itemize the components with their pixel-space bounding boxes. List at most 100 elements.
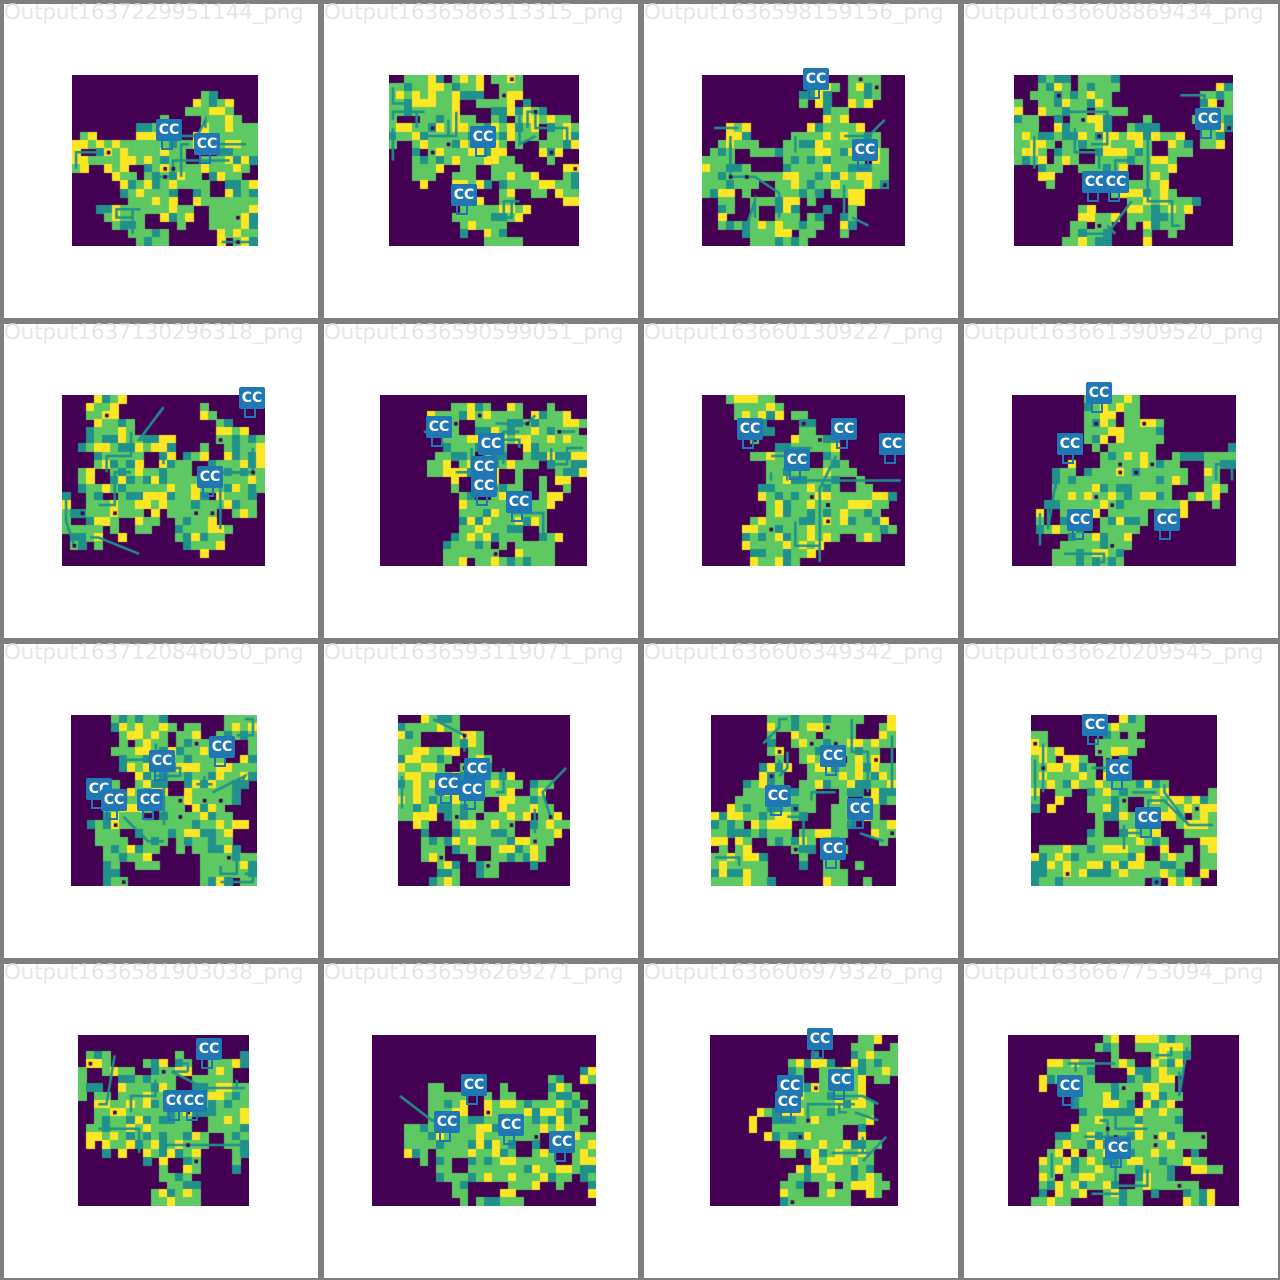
image-panel: CC CC Output1637130296318_png [4, 320, 318, 638]
level-map [710, 1035, 898, 1206]
cc-marker: CC [471, 475, 497, 497]
map-tiles [1012, 395, 1236, 566]
cc-marker: CC [471, 456, 497, 478]
panel-title: Output1636620209545_png [964, 640, 1264, 665]
level-map [72, 75, 258, 246]
level-map [1031, 715, 1217, 886]
map-tiles [78, 1035, 249, 1206]
image-panel: CC CC CC CC Output1636596269271_png [324, 960, 638, 1278]
cc-marker: CC [1057, 433, 1083, 455]
cc-marker: CC [478, 433, 504, 455]
image-panel: CC CC Output1637229951144_png [4, 0, 318, 318]
map-tiles [1008, 1035, 1239, 1206]
image-panel: CC CC Output1636598159156_png [644, 0, 958, 318]
cc-marker: CC [196, 1038, 222, 1060]
cc-marker: CC [470, 126, 496, 148]
map-tiles [62, 395, 265, 566]
level-map [78, 1035, 249, 1206]
cc-marker: CC [181, 1090, 207, 1112]
panel-title: Output1637120846050_png [4, 640, 304, 665]
cc-marker: CC [435, 773, 461, 795]
cc-marker: CC [737, 418, 763, 440]
level-map [389, 75, 579, 246]
cc-marker: CC [820, 745, 846, 767]
level-map [702, 395, 905, 566]
image-panel: CC CC CC Output1636581903038_png [4, 960, 318, 1278]
cc-marker: CC [426, 416, 452, 438]
cc-marker: CC [137, 789, 163, 811]
cc-marker: CC [1135, 807, 1161, 829]
panel-title: Output1636598159156_png [644, 0, 944, 25]
cc-marker: CC [506, 491, 532, 513]
cc-marker: CC [451, 184, 477, 206]
cc-marker: CC [831, 418, 857, 440]
panel-title: Output1636581903038_png [4, 960, 304, 985]
map-tiles [702, 395, 905, 566]
image-panel: CC CC CC Output1636620209545_png [964, 640, 1278, 958]
panel-title: Output1637130296318_png [4, 320, 304, 345]
panel-title: Output1636596269271_png [324, 960, 624, 985]
cc-marker: CC [803, 68, 829, 90]
level-map [1008, 1035, 1239, 1206]
panel-title: Output1637229951144_png [4, 0, 304, 25]
image-panel: CC CC Output1636586313315_png [324, 0, 638, 318]
cc-marker: CC [149, 750, 175, 772]
cc-marker: CC [101, 789, 127, 811]
cc-marker: CC [1195, 108, 1221, 130]
cc-marker: CC [1057, 1075, 1083, 1097]
cc-marker: CC [1103, 171, 1129, 193]
image-panel: CC CC CC CC CC Output1637120846050_png [4, 640, 318, 958]
cc-marker: CC [879, 433, 905, 455]
image-panel: CC CC CC CC Output1636601309227_png [644, 320, 958, 638]
map-tiles [1014, 75, 1233, 246]
panel-title: Output1636606349342_png [644, 640, 944, 665]
panel-title: Output1636601309227_png [644, 320, 944, 345]
cc-marker: CC [807, 1028, 833, 1050]
level-map [1012, 395, 1236, 566]
cc-marker: CC [1082, 714, 1108, 736]
cc-marker: CC [852, 139, 878, 161]
level-map [1014, 75, 1233, 246]
map-tiles [1031, 715, 1217, 886]
cc-marker: CC [1067, 509, 1093, 531]
image-panel: CC CC CC CC Output1636606979326_png [644, 960, 958, 1278]
cc-marker: CC [459, 779, 485, 801]
panel-title: Output1636608869434_png [964, 0, 1264, 25]
map-tiles [72, 75, 258, 246]
panel-title: Output1636613909520_png [964, 320, 1264, 345]
cc-marker: CC [1154, 509, 1180, 531]
cc-marker: CC [1082, 171, 1108, 193]
cc-marker: CC [1086, 382, 1112, 404]
cc-marker: CC [434, 1111, 460, 1133]
panel-title: Output1636667753094_png [964, 960, 1264, 985]
image-panel: CC CC Output1636667753094_png [964, 960, 1278, 1278]
cc-marker: CC [784, 449, 810, 471]
cc-marker: CC [549, 1131, 575, 1153]
map-tiles [372, 1035, 596, 1206]
cc-marker: CC [156, 119, 182, 141]
cc-marker: CC [239, 387, 265, 409]
cc-marker: CC [847, 798, 873, 820]
image-panel: CC CC CC CC CC Output1636590599051_png [324, 320, 638, 638]
cc-marker: CC [775, 1091, 801, 1113]
cc-marker: CC [464, 758, 490, 780]
image-panel: CC CC CC Output1636593119071_png [324, 640, 638, 958]
map-tiles [710, 1035, 898, 1206]
level-map [380, 395, 587, 566]
level-map [372, 1035, 596, 1206]
cc-marker: CC [820, 838, 846, 860]
cc-marker: CC [1106, 759, 1132, 781]
map-tiles [389, 75, 579, 246]
cc-marker: CC [828, 1069, 854, 1091]
level-map [62, 395, 265, 566]
cc-marker: CC [765, 785, 791, 807]
cc-marker: CC [461, 1074, 487, 1096]
panel-title: Output1636590599051_png [324, 320, 624, 345]
image-panel: CC CC CC CC Output1636613909520_png [964, 320, 1278, 638]
cc-marker: CC [209, 736, 235, 758]
image-panel: CC CC CC CC Output1636606349342_png [644, 640, 958, 958]
panel-title: Output1636606979326_png [644, 960, 944, 985]
image-panel: CC CC CC Output1636608869434_png [964, 0, 1278, 318]
cc-marker: CC [1105, 1137, 1131, 1159]
